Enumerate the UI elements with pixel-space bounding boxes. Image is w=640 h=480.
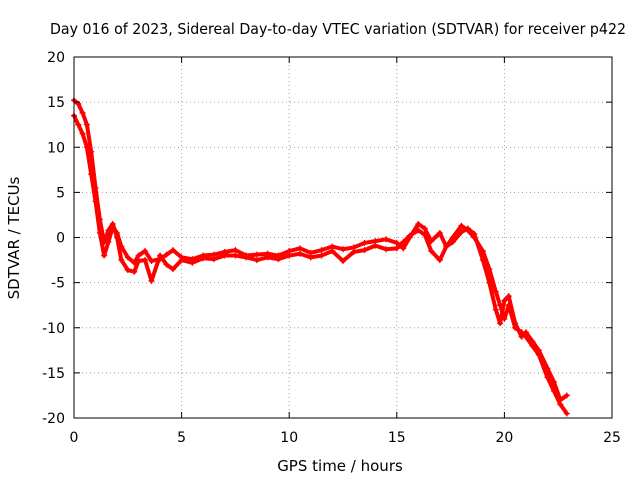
x-tick-label: 15 — [388, 430, 406, 446]
data-trace-segment — [487, 280, 498, 312]
data-trace-segment — [143, 258, 154, 283]
data-trace-segment — [89, 149, 98, 190]
series-points — [71, 112, 570, 417]
data-trace-segment — [450, 223, 464, 240]
data-trace-segment — [437, 244, 449, 263]
y-axis-label: SDTVAR / TECUs — [5, 176, 23, 299]
data-trace-segment — [513, 321, 524, 339]
data-trace-segment — [545, 375, 556, 393]
data-trace-segment — [102, 240, 111, 258]
data-trace-segment — [558, 393, 569, 402]
data-trace-segment — [480, 249, 492, 272]
data-trace-segment — [170, 258, 184, 272]
data-trace-segment — [80, 110, 89, 127]
data-point — [563, 392, 570, 399]
y-tick-label: 15 — [47, 95, 65, 111]
data-trace-segment — [493, 289, 503, 308]
y-tick-label: 10 — [47, 140, 65, 156]
data-trace-segment — [149, 253, 163, 283]
data-point — [563, 410, 570, 417]
data-trace-segment — [480, 258, 492, 285]
x-axis-tick-labels: 0 5 10 15 20 25 — [70, 430, 621, 446]
data-trace-segment — [422, 226, 434, 244]
data-trace-segment — [498, 298, 507, 326]
series-points — [71, 97, 570, 403]
x-tick-label: 20 — [495, 430, 513, 446]
data-trace-segment — [110, 221, 120, 240]
data-trace-segment — [422, 232, 434, 254]
y-tick-label: -20 — [42, 411, 65, 427]
data-points — [71, 97, 570, 417]
grid-lines — [74, 57, 612, 418]
data-trace-segment — [536, 352, 550, 380]
y-tick-label: 0 — [56, 231, 65, 247]
data-trace-segment — [84, 145, 94, 177]
data-trace-segment — [536, 348, 550, 371]
data-trace-segment — [115, 235, 124, 263]
x-tick-label: 5 — [177, 430, 186, 446]
data-trace-segment — [450, 230, 464, 245]
data-trace-segment — [119, 244, 130, 260]
y-tick-label: -5 — [51, 276, 65, 292]
data-trace-segment — [551, 388, 563, 407]
y-axis-tick-labels: -20 -15 -10 -5 0 5 10 15 20 — [42, 50, 65, 427]
data-trace-segment — [551, 379, 563, 402]
data-trace-segment — [330, 249, 345, 263]
x-axis-label: GPS time / hours — [277, 457, 403, 475]
axis-ticks — [73, 56, 613, 419]
data-trace-segment — [437, 230, 449, 249]
y-tick-label: 20 — [47, 50, 65, 66]
data-trace-segment — [233, 248, 249, 258]
x-tick-label: 10 — [280, 430, 298, 446]
y-tick-label: -10 — [42, 321, 65, 337]
data-trace-segment — [545, 366, 556, 384]
data-trace-segment — [506, 294, 518, 326]
data-trace-segment — [84, 122, 94, 154]
data-trace-segment — [93, 185, 102, 222]
data-trace-segment — [341, 249, 356, 263]
x-tick-label: 25 — [603, 430, 621, 446]
data-trace-segment — [487, 267, 498, 294]
chart-title: Day 016 of 2023, Sidereal Day-to-day VTE… — [50, 20, 626, 38]
data-trace-segment — [558, 402, 569, 416]
y-tick-label: -15 — [42, 366, 65, 382]
x-tick-label: 0 — [70, 430, 79, 446]
data-trace-segment — [106, 224, 115, 245]
y-tick-label: 5 — [56, 185, 65, 201]
data-trace-segment — [80, 131, 89, 150]
data-trace-segment — [472, 231, 485, 263]
data-trace-segment — [102, 228, 111, 245]
